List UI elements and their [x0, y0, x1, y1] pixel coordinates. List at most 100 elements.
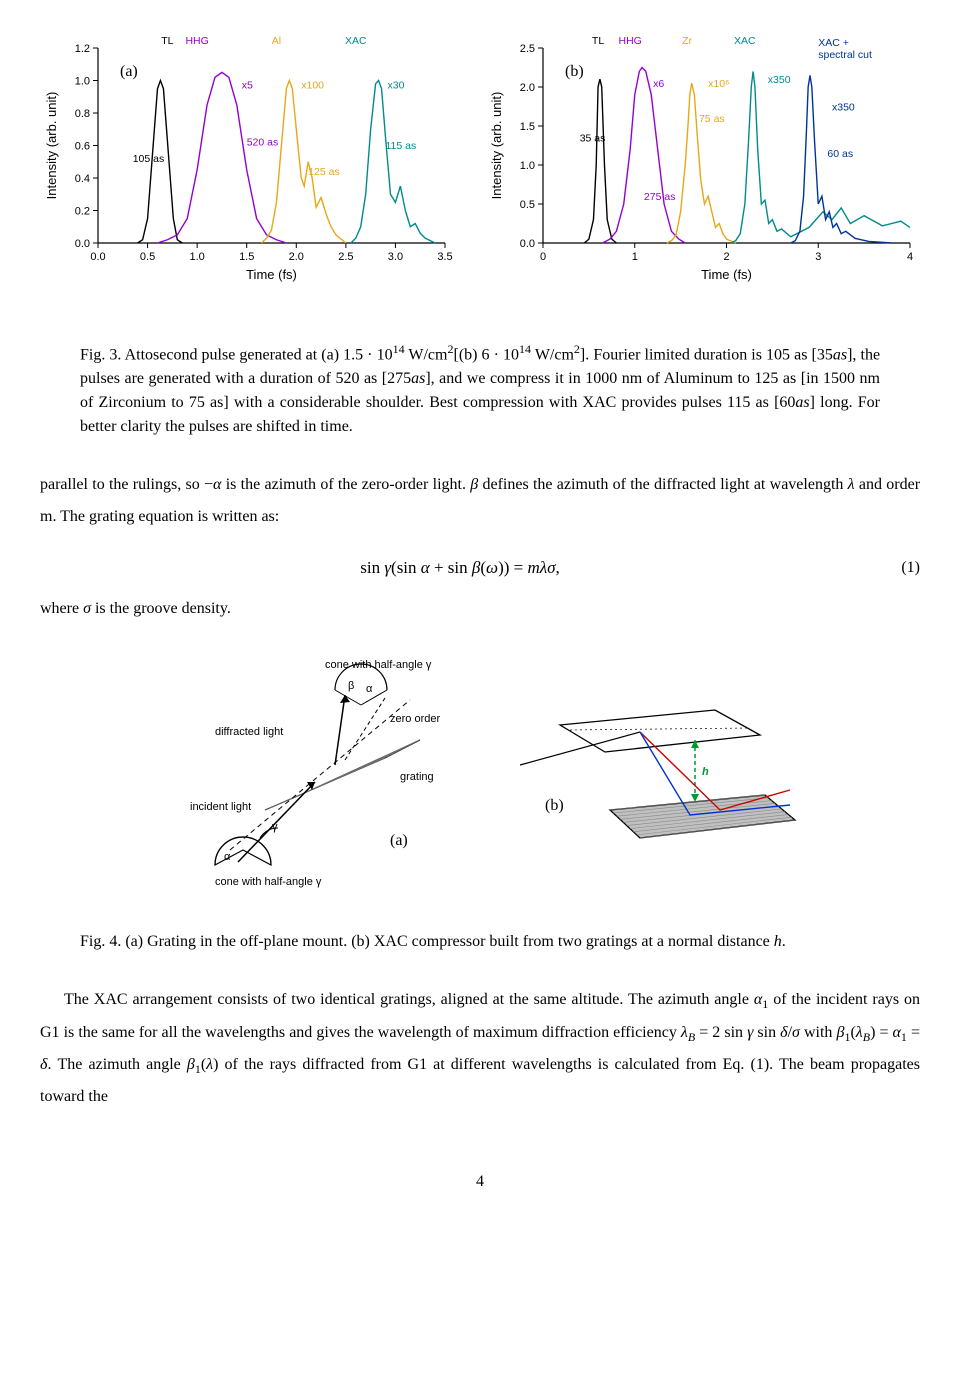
svg-text:1.0: 1.0: [520, 160, 535, 172]
svg-text:XAC +: XAC +: [818, 37, 849, 49]
svg-text:0.0: 0.0: [90, 251, 105, 263]
b3-sigma: σ: [792, 1024, 800, 1041]
svg-text:zero order: zero order: [390, 713, 440, 725]
figure-3-charts: 0.00.51.01.52.02.53.03.50.00.20.40.60.81…: [40, 30, 920, 290]
b1-lambda: λ: [848, 476, 855, 493]
svg-text:125 as: 125 as: [308, 166, 340, 178]
b3-lB2: λ: [856, 1024, 863, 1041]
svg-text:x100: x100: [301, 80, 324, 92]
svg-text:0.2: 0.2: [75, 206, 90, 218]
svg-text:TL: TL: [592, 35, 604, 47]
svg-text:x10⁶: x10⁶: [708, 78, 729, 90]
b3-p10: . The azimuth angle: [47, 1056, 186, 1073]
svg-text:spectral cut: spectral cut: [818, 49, 872, 61]
svg-text:incident light: incident light: [190, 801, 251, 813]
svg-text:XAC: XAC: [345, 35, 367, 47]
svg-text:1.2: 1.2: [75, 43, 90, 55]
b3-p6: with: [800, 1024, 837, 1041]
fig3-close: ]. Fourier limited duration is 105 as [3…: [580, 346, 833, 363]
b2-sigma: σ: [83, 600, 91, 617]
svg-text:115 as: 115 as: [386, 140, 417, 152]
svg-text:4: 4: [907, 251, 913, 263]
svg-text:(b): (b): [545, 797, 564, 814]
svg-text:75 as: 75 as: [699, 113, 725, 125]
b1-p2: is the azimuth of the zero-order light.: [221, 476, 470, 493]
svg-text:(a): (a): [390, 832, 408, 849]
fig3-mid: [(b) 6 · 10: [453, 346, 519, 363]
svg-text:1: 1: [632, 251, 638, 263]
chart-a: 0.00.51.01.52.02.53.03.50.00.20.40.60.81…: [40, 30, 455, 290]
equation-1-text: sin γ(sin α + sin β(ω)) = mλσ,: [40, 558, 880, 578]
svg-text:XAC: XAC: [734, 35, 756, 47]
b3-lB: λ: [681, 1024, 688, 1041]
svg-text:275 as: 275 as: [644, 191, 676, 203]
b3-p4: sin: [753, 1024, 780, 1041]
b3-subB2: B: [863, 1030, 870, 1044]
fig3-as1: as: [833, 346, 847, 363]
svg-text:0.6: 0.6: [75, 141, 90, 153]
equation-1-number: (1): [880, 559, 920, 577]
svg-text:3.5: 3.5: [437, 251, 452, 263]
svg-text:x5: x5: [242, 80, 253, 92]
svg-text:0.8: 0.8: [75, 108, 90, 120]
diagram-b-svg: h (b): [490, 680, 800, 860]
svg-text:x350: x350: [768, 74, 791, 86]
svg-text:1.0: 1.0: [75, 76, 90, 88]
svg-text:2.0: 2.0: [520, 82, 535, 94]
chart-b-svg: 012340.00.51.01.52.02.5Time (fs)Intensit…: [485, 30, 920, 285]
b3-b1c: β: [187, 1056, 195, 1073]
b1-p3: defines the azimuth of the diffracted li…: [478, 476, 847, 493]
page-number: 4: [40, 1173, 920, 1191]
body-paragraph-2: where σ is the groove density.: [40, 593, 920, 625]
b3-p1: The XAC arrangement consists of two iden…: [64, 991, 754, 1008]
svg-text:h: h: [702, 766, 709, 778]
fig4-end: .: [782, 933, 786, 950]
b3-p3: = 2 sin: [695, 1024, 747, 1041]
fig3-unit1: W/cm: [405, 346, 448, 363]
svg-text:Intensity (arb. unit): Intensity (arb. unit): [489, 92, 504, 200]
svg-text:0.5: 0.5: [520, 199, 535, 211]
svg-text:Time (fs): Time (fs): [701, 267, 752, 282]
svg-text:TL: TL: [161, 35, 173, 47]
b2-p2: is the groove density.: [91, 600, 231, 617]
svg-text:diffracted light: diffracted light: [215, 726, 283, 738]
chart-a-svg: 0.00.51.01.52.02.53.03.50.00.20.40.60.81…: [40, 30, 455, 285]
svg-text:HHG: HHG: [618, 35, 641, 47]
svg-text:0.0: 0.0: [75, 238, 90, 250]
body-paragraph-3: The XAC arrangement consists of two iden…: [40, 984, 920, 1113]
svg-text:grating: grating: [400, 771, 434, 783]
svg-text:2.5: 2.5: [520, 43, 535, 55]
fig3-as2: as: [411, 370, 425, 387]
figure-4-caption: Fig. 4. (a) Grating in the off-plane mou…: [80, 930, 880, 954]
b2-p1: where: [40, 600, 83, 617]
fig4-h: h: [774, 933, 782, 950]
svg-text:x6: x6: [653, 78, 664, 90]
svg-text:0.4: 0.4: [75, 173, 90, 185]
svg-text:Intensity (arb. unit): Intensity (arb. unit): [44, 92, 59, 200]
svg-text:cone with half-angle γ: cone with half-angle γ: [325, 659, 432, 671]
b1-p1: parallel to the rulings, so −: [40, 476, 213, 493]
fig3-as3: as: [795, 394, 809, 411]
svg-text:(a): (a): [120, 63, 138, 80]
svg-text:1.5: 1.5: [239, 251, 254, 263]
fig3-lead: Fig. 3. Attosecond pulse generated at (a…: [80, 346, 393, 363]
svg-text:Time (fs): Time (fs): [246, 267, 297, 282]
figure-3-caption: Fig. 3. Attosecond pulse generated at (a…: [80, 340, 880, 439]
svg-text:x350: x350: [832, 101, 855, 113]
svg-text:α: α: [366, 683, 373, 695]
svg-text:1.0: 1.0: [189, 251, 204, 263]
svg-text:Al: Al: [272, 35, 281, 47]
b3-p9: =: [907, 1024, 920, 1041]
svg-text:β: β: [348, 680, 354, 692]
svg-text:(b): (b): [565, 63, 584, 80]
svg-text:35 as: 35 as: [580, 133, 606, 145]
fig3-exp1: 14: [393, 342, 405, 356]
svg-text:0.5: 0.5: [140, 251, 155, 263]
diagram-a-svg: cone with half-angle γ diffracted light ze…: [160, 650, 470, 890]
svg-text:0.0: 0.0: [520, 238, 535, 250]
svg-text:60 as: 60 as: [827, 148, 853, 160]
svg-text:2.5: 2.5: [338, 251, 353, 263]
svg-text:105 as: 105 as: [133, 153, 165, 165]
svg-text:3: 3: [815, 251, 821, 263]
svg-text:α: α: [224, 851, 231, 863]
